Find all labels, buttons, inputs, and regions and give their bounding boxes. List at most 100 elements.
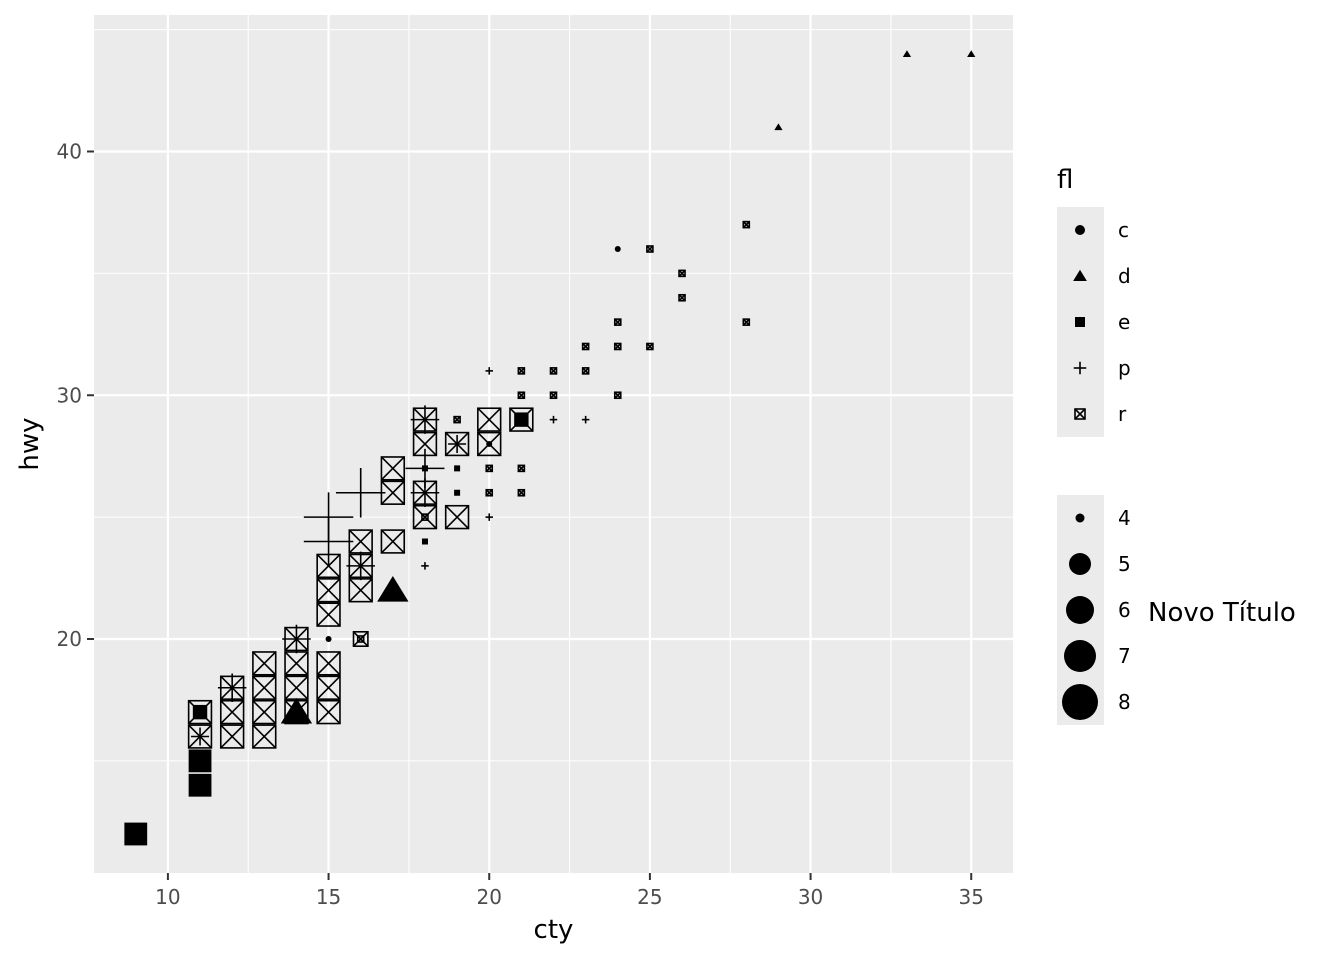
data-point: [282, 624, 311, 654]
legend-fl-title: fl: [1057, 165, 1073, 195]
data-point: [517, 464, 526, 473]
data-point: [614, 246, 621, 252]
legend-size-keys: 4 5 6 7 8: [1062, 506, 1131, 720]
data-point: [280, 697, 313, 724]
data-point: [453, 415, 461, 424]
data-point: [412, 431, 438, 457]
data-point: [421, 465, 428, 472]
data-point: [421, 562, 429, 570]
x-tick-label: 35: [959, 885, 984, 909]
data-point: [252, 699, 277, 725]
legend-key-c: [1075, 225, 1085, 235]
data-point: [191, 727, 210, 746]
legend-key-d: [1073, 269, 1087, 281]
legend-key-p: [1073, 361, 1087, 375]
legend-size: 4 5 6 7 8 Novo Título: [1057, 495, 1296, 725]
data-point: [380, 529, 406, 554]
data-point: [742, 220, 751, 229]
legend-key-e: [1075, 317, 1085, 327]
data-point: [335, 468, 386, 518]
legend-size-key-8: [1062, 684, 1098, 720]
data-point: [514, 412, 529, 427]
data-point: [485, 367, 493, 375]
data-point: [191, 751, 210, 770]
legend-size-key-4: [1075, 513, 1085, 523]
y-tick-label: 20: [57, 627, 82, 651]
data-point: [774, 123, 783, 131]
data-point: [316, 675, 341, 700]
data-point: [346, 551, 375, 581]
legend-size-key-7: [1064, 640, 1096, 672]
x-axis: 10 15 20 25 30 35: [155, 873, 984, 909]
data-points: [124, 50, 976, 846]
data-point: [217, 673, 247, 702]
data-point: [316, 578, 341, 603]
data-point: [421, 513, 429, 521]
data-point: [303, 516, 354, 567]
legend-size-label-5: 5: [1118, 552, 1131, 576]
data-point: [485, 464, 494, 473]
data-point: [485, 513, 493, 521]
data-point: [613, 391, 622, 400]
x-tick-label: 25: [637, 885, 662, 909]
legend-size-label-8: 8: [1118, 690, 1131, 714]
data-point: [377, 576, 409, 602]
data-point: [252, 651, 277, 676]
legend-label-c: c: [1118, 218, 1129, 242]
minor-gridlines: [94, 15, 1013, 873]
data-point: [284, 651, 309, 676]
data-point: [316, 553, 341, 579]
data-point: [742, 318, 751, 326]
data-point: [421, 538, 428, 545]
data-point: [477, 407, 502, 432]
data-point: [517, 391, 526, 400]
data-point: [124, 822, 148, 846]
data-point: [444, 504, 470, 530]
x-tick-label: 20: [477, 885, 502, 909]
x-tick-label: 10: [155, 885, 180, 909]
x-tick-label: 30: [798, 885, 823, 909]
data-point: [678, 269, 686, 278]
y-axis-title: hwy: [15, 417, 45, 470]
y-tick-label: 30: [57, 383, 82, 407]
data-point: [219, 699, 245, 725]
data-point: [316, 699, 341, 725]
legend-label-d: d: [1118, 264, 1131, 288]
data-point: [219, 724, 245, 749]
x-axis-title: cty: [534, 915, 574, 945]
data-point: [549, 415, 558, 424]
data-point: [454, 465, 461, 472]
data-point: [902, 50, 912, 57]
data-point: [448, 435, 467, 453]
data-point: [486, 441, 493, 447]
data-point: [252, 675, 277, 700]
legend-size-label-6: 6: [1118, 598, 1131, 622]
y-axis: 20 30 40: [57, 140, 94, 651]
y-tick-label: 40: [57, 140, 82, 164]
data-point: [410, 478, 440, 507]
data-point: [549, 391, 558, 400]
legend-size-label-7: 7: [1118, 644, 1131, 668]
data-point: [646, 245, 654, 253]
legend-label-e: e: [1118, 310, 1130, 334]
legend-size-title: Novo Título: [1148, 598, 1296, 628]
data-point: [613, 342, 622, 351]
data-point: [191, 776, 210, 795]
data-point: [967, 50, 976, 57]
legend-key-r: [1074, 408, 1086, 420]
data-point: [613, 318, 622, 326]
legend-size-label-4: 4: [1118, 506, 1131, 530]
data-point: [380, 480, 406, 505]
data-point: [549, 367, 558, 375]
data-point: [646, 342, 654, 351]
data-point: [348, 578, 373, 603]
data-point: [581, 367, 590, 375]
x-tick-label: 15: [316, 885, 341, 909]
data-point: [192, 704, 208, 720]
data-point: [581, 342, 590, 351]
legend-size-key-5: [1069, 553, 1091, 575]
data-point: [485, 488, 494, 497]
data-point: [678, 293, 686, 302]
